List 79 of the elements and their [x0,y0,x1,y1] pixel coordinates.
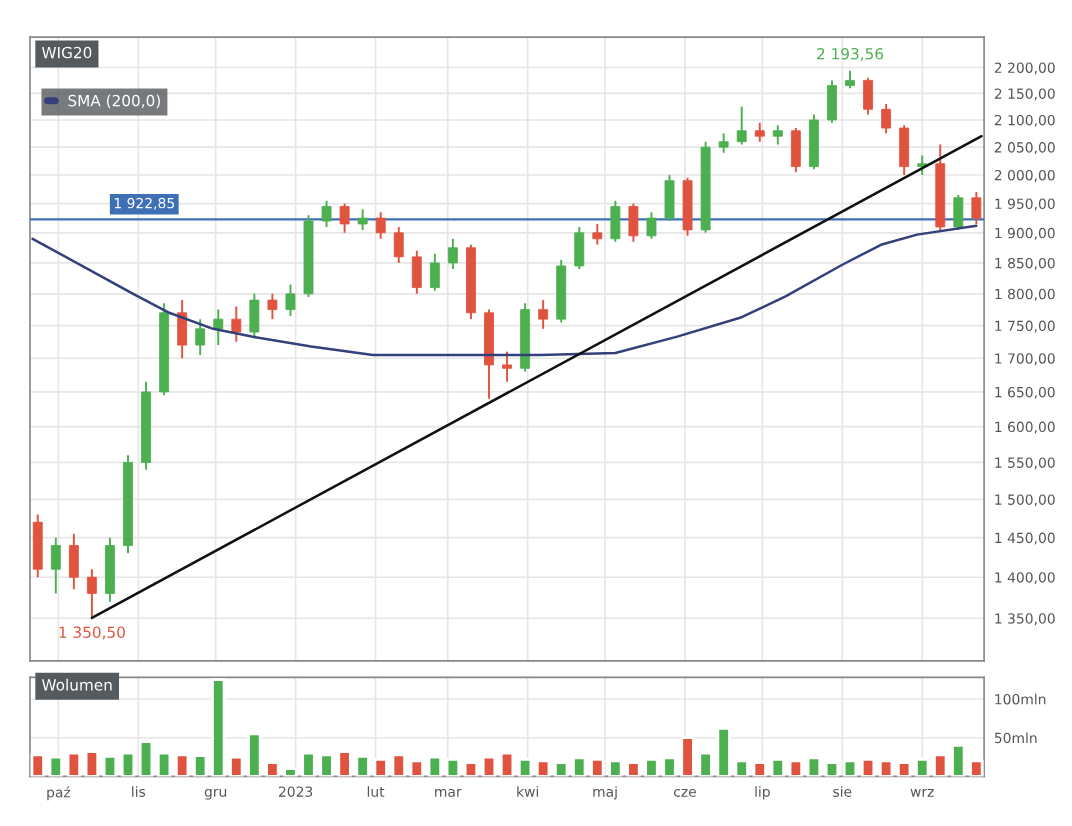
candlestick [808,113,819,171]
bar [373,758,388,777]
bar [445,758,461,777]
candlestick [68,532,79,591]
candlestick [953,193,964,231]
bar [788,759,804,777]
bar [896,761,912,777]
candlestick [429,252,440,292]
candlestick [447,237,458,270]
bar [517,758,533,777]
candlestick [393,225,404,264]
candlestick [357,208,368,231]
candlestick [646,211,657,240]
candlestick [754,121,765,143]
bar [734,759,749,777]
candlestick [592,223,603,246]
candlestick [827,79,837,124]
candlestick [899,124,910,176]
bar [229,755,244,777]
bar [156,751,172,777]
candlestick [86,568,97,619]
bar [824,761,840,777]
candlestick [32,513,43,579]
candlestick [177,299,188,360]
bar [481,755,497,777]
candlestick [249,292,260,340]
candlestick [339,202,350,234]
candlestick [664,174,675,222]
candlestick [736,105,747,146]
candlestick [195,318,206,356]
bar [806,756,822,777]
candlestick [971,191,982,225]
bar [572,756,587,777]
candlestick [321,199,332,228]
bar [770,758,785,777]
bar [30,753,45,777]
bar [48,755,63,777]
candlestick [610,199,621,243]
candlestick [574,225,585,270]
bar [391,753,406,777]
bar [590,758,605,777]
candlestick [917,154,928,176]
bar [842,759,858,777]
candlestick [718,132,729,154]
bar [120,751,136,777]
bar [84,750,100,777]
candlestick [502,350,512,383]
candlestick [790,127,801,174]
candlestick [881,103,892,135]
bar [933,753,948,777]
bar [66,751,82,777]
candlestick [628,202,639,243]
candlestick [863,76,873,116]
bar [174,753,190,777]
candlestick [50,536,61,595]
candlestick [538,299,549,330]
candlestick [267,292,278,321]
candlestick [411,249,422,295]
candlestick [375,211,386,240]
candlestick [285,283,296,317]
bar [554,761,569,777]
candlestick [231,305,242,343]
line-series [31,224,978,357]
bar [102,754,118,777]
bar [193,754,208,777]
bar [427,755,443,777]
bar [211,678,226,777]
bar [878,759,894,777]
bar [915,758,930,777]
candlestick [213,308,224,347]
candlestick [105,536,115,603]
bar [535,759,551,777]
bar [409,759,424,777]
bar [752,761,767,777]
bar [463,761,479,777]
bar [138,740,154,777]
candlestick [772,124,783,146]
bar [860,758,876,777]
bar [499,751,515,777]
